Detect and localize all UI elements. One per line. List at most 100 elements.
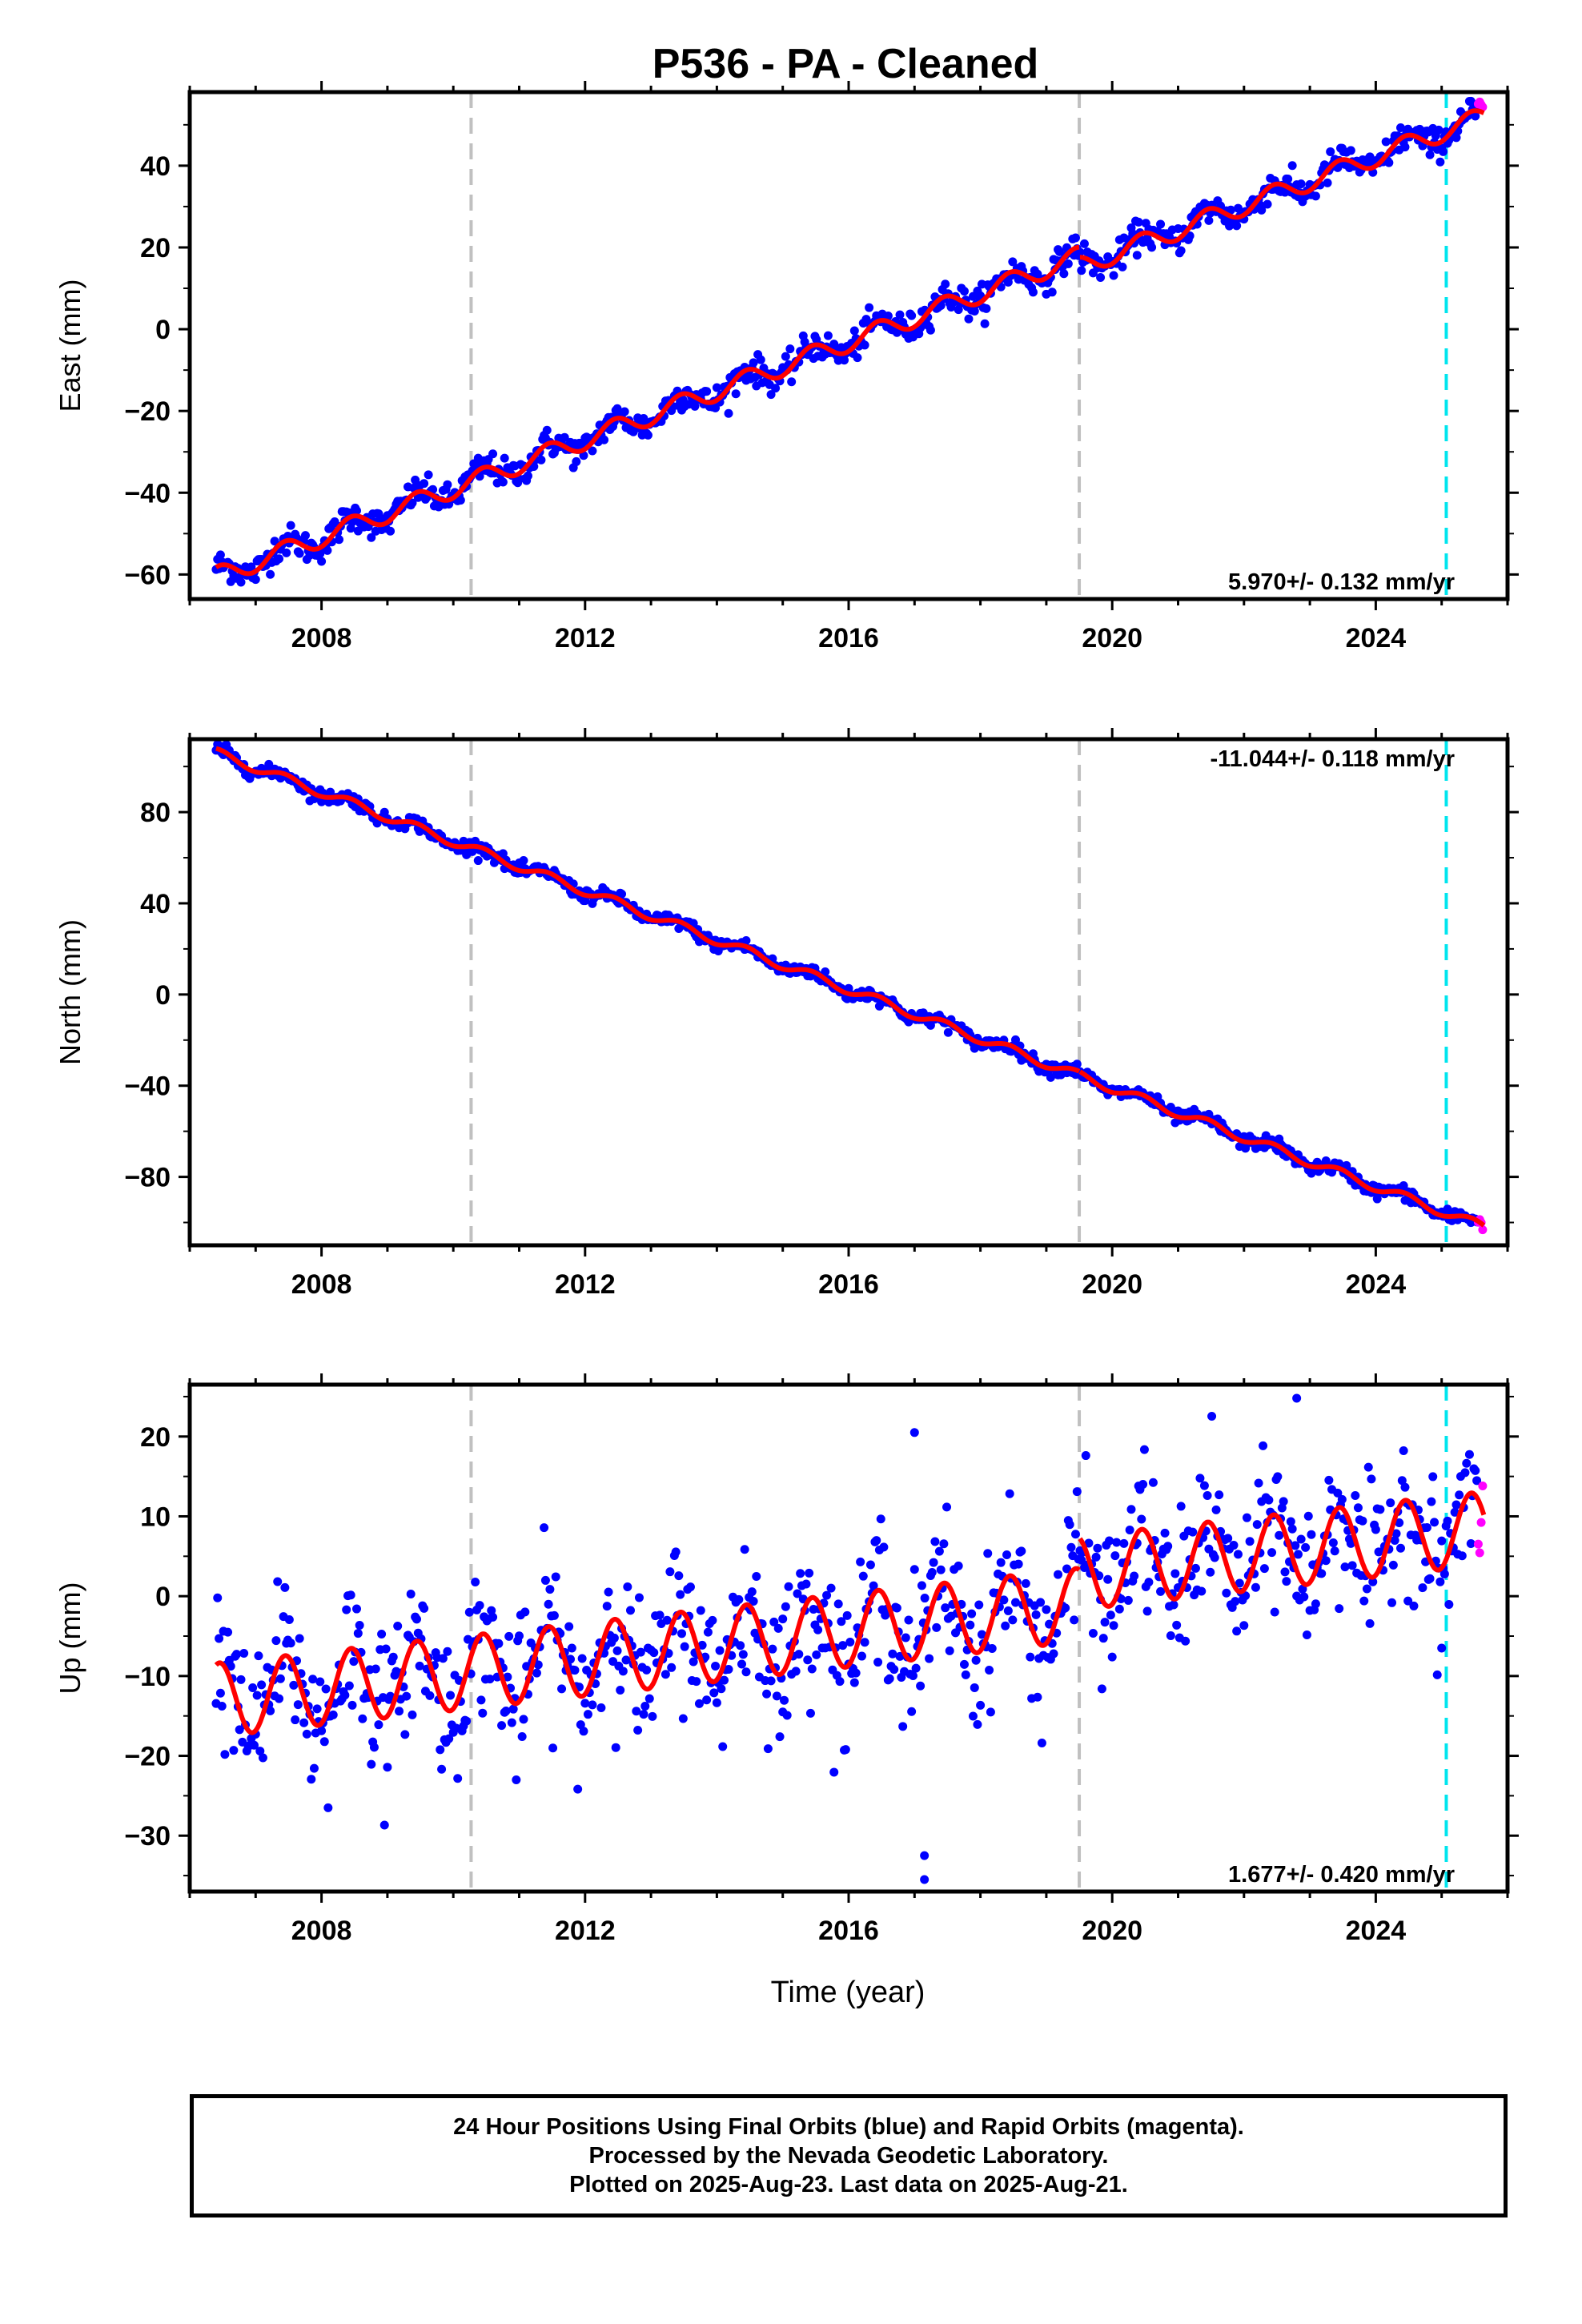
final-orbit-point — [689, 1657, 698, 1667]
final-orbit-point — [1362, 1584, 1371, 1594]
final-orbit-point — [1215, 1490, 1224, 1500]
final-orbit-point — [821, 967, 830, 977]
final-orbit-point — [1365, 1618, 1375, 1628]
plot-area — [211, 739, 1488, 1245]
final-orbit-point — [315, 549, 325, 558]
final-orbit-point — [1005, 1489, 1014, 1498]
final-orbit-point — [1132, 251, 1142, 260]
final-orbit-point — [1112, 1538, 1122, 1547]
y-tick-label: −30 — [124, 1821, 171, 1852]
final-orbit-point — [621, 1655, 631, 1665]
x-tick-label: 2008 — [291, 1916, 352, 1946]
final-orbit-point — [355, 1620, 364, 1630]
final-orbit-point — [676, 1590, 685, 1599]
final-orbit-point — [1172, 1620, 1182, 1630]
final-orbit-point — [959, 287, 969, 296]
y-tick-label: −60 — [124, 560, 171, 590]
final-orbit-point — [781, 352, 790, 361]
final-orbit-point — [749, 1597, 758, 1606]
final-orbit-point — [1160, 1528, 1170, 1538]
final-orbit-point — [519, 1715, 528, 1724]
velocity-annotation: 5.970+/- 0.132 mm/yr — [1228, 569, 1455, 595]
final-orbit-point — [1210, 1553, 1219, 1562]
model-curve — [214, 1490, 1487, 1735]
final-orbit-point — [1257, 205, 1267, 215]
final-orbit-point — [239, 1648, 249, 1658]
final-orbit-point — [515, 1631, 524, 1641]
final-orbit-point — [849, 1678, 859, 1687]
outlier-point — [1292, 1393, 1302, 1403]
final-orbit-point — [254, 1651, 263, 1661]
final-orbit-point — [494, 1638, 504, 1648]
final-orbit-point — [708, 1615, 717, 1625]
final-orbit-point — [286, 521, 295, 530]
final-orbit-point — [1311, 191, 1320, 201]
final-orbit-point — [1282, 1577, 1291, 1586]
model-curve — [215, 108, 1485, 577]
y-tick-label: −40 — [124, 1072, 171, 1102]
final-orbit-point — [826, 1583, 836, 1593]
final-orbit-point — [517, 1732, 527, 1742]
final-orbit-point — [540, 1523, 549, 1533]
final-orbit-point — [620, 407, 629, 416]
final-orbit-point — [851, 1668, 861, 1678]
final-orbit-point — [1471, 111, 1480, 121]
final-orbit-point — [512, 1775, 521, 1785]
final-orbit-point — [519, 855, 528, 865]
final-orbit-point — [771, 384, 781, 393]
final-orbit-point — [1148, 1478, 1158, 1487]
final-orbit-point — [1097, 1684, 1106, 1694]
final-orbit-point — [579, 1727, 588, 1736]
x-axis-label: Time (year) — [771, 1976, 926, 2009]
final-orbit-point — [1134, 217, 1143, 227]
final-orbit-point — [617, 889, 627, 899]
final-orbit-point — [377, 1629, 387, 1638]
final-orbit-point — [1259, 1441, 1268, 1450]
final-orbit-point — [540, 1575, 550, 1585]
final-orbit-point — [266, 1706, 275, 1715]
final-orbit-point — [1096, 272, 1106, 282]
final-orbit-point — [536, 455, 546, 464]
final-orbit-point — [551, 1572, 560, 1582]
final-orbit-point — [1430, 1518, 1439, 1527]
final-orbit-point — [1233, 1550, 1243, 1559]
final-orbit-point — [860, 340, 869, 350]
final-orbit-point — [1197, 1586, 1207, 1596]
outlier-point — [323, 1803, 333, 1812]
final-orbit-point — [386, 1691, 396, 1701]
final-orbit-point — [983, 1549, 993, 1558]
final-orbit-point — [720, 1675, 729, 1685]
final-orbit-point — [220, 1750, 230, 1759]
final-orbit-point — [860, 1638, 869, 1647]
final-orbit-point — [1323, 178, 1332, 187]
final-orbit-point — [1070, 1530, 1080, 1539]
final-orbit-point — [763, 1744, 773, 1754]
final-orbit-point — [213, 1593, 223, 1602]
final-orbit-point — [1466, 1538, 1476, 1548]
final-orbit-point — [1010, 1598, 1020, 1607]
final-orbit-point — [462, 1716, 472, 1726]
final-orbit-point — [471, 1578, 480, 1587]
final-orbit-point — [308, 1675, 318, 1684]
final-orbit-point — [1384, 158, 1394, 167]
final-orbit-point — [639, 413, 648, 423]
final-orbit-point — [456, 496, 465, 505]
final-orbit-point — [444, 1734, 454, 1743]
final-orbit-point — [412, 1614, 421, 1624]
x-tick-label: 2024 — [1346, 1916, 1407, 1946]
footer-line-1: 24 Hour Positions Using Final Orbits (bl… — [453, 2114, 1244, 2140]
final-orbit-point — [476, 1695, 486, 1705]
final-orbit-point — [1326, 147, 1335, 156]
final-orbit-point — [1387, 1598, 1397, 1607]
final-orbit-point — [833, 1599, 843, 1609]
final-orbit-point — [973, 1719, 982, 1729]
final-orbit-point — [1105, 1536, 1114, 1546]
final-orbit-point — [888, 1649, 897, 1659]
final-orbit-point — [1252, 1520, 1262, 1530]
final-orbit-point — [235, 1725, 244, 1735]
y-tick-label: −10 — [124, 1662, 171, 1692]
final-orbit-point — [1098, 1634, 1108, 1643]
final-orbit-point — [1042, 1605, 1051, 1614]
final-orbit-point — [229, 1746, 239, 1755]
final-orbit-point — [1065, 1520, 1074, 1530]
